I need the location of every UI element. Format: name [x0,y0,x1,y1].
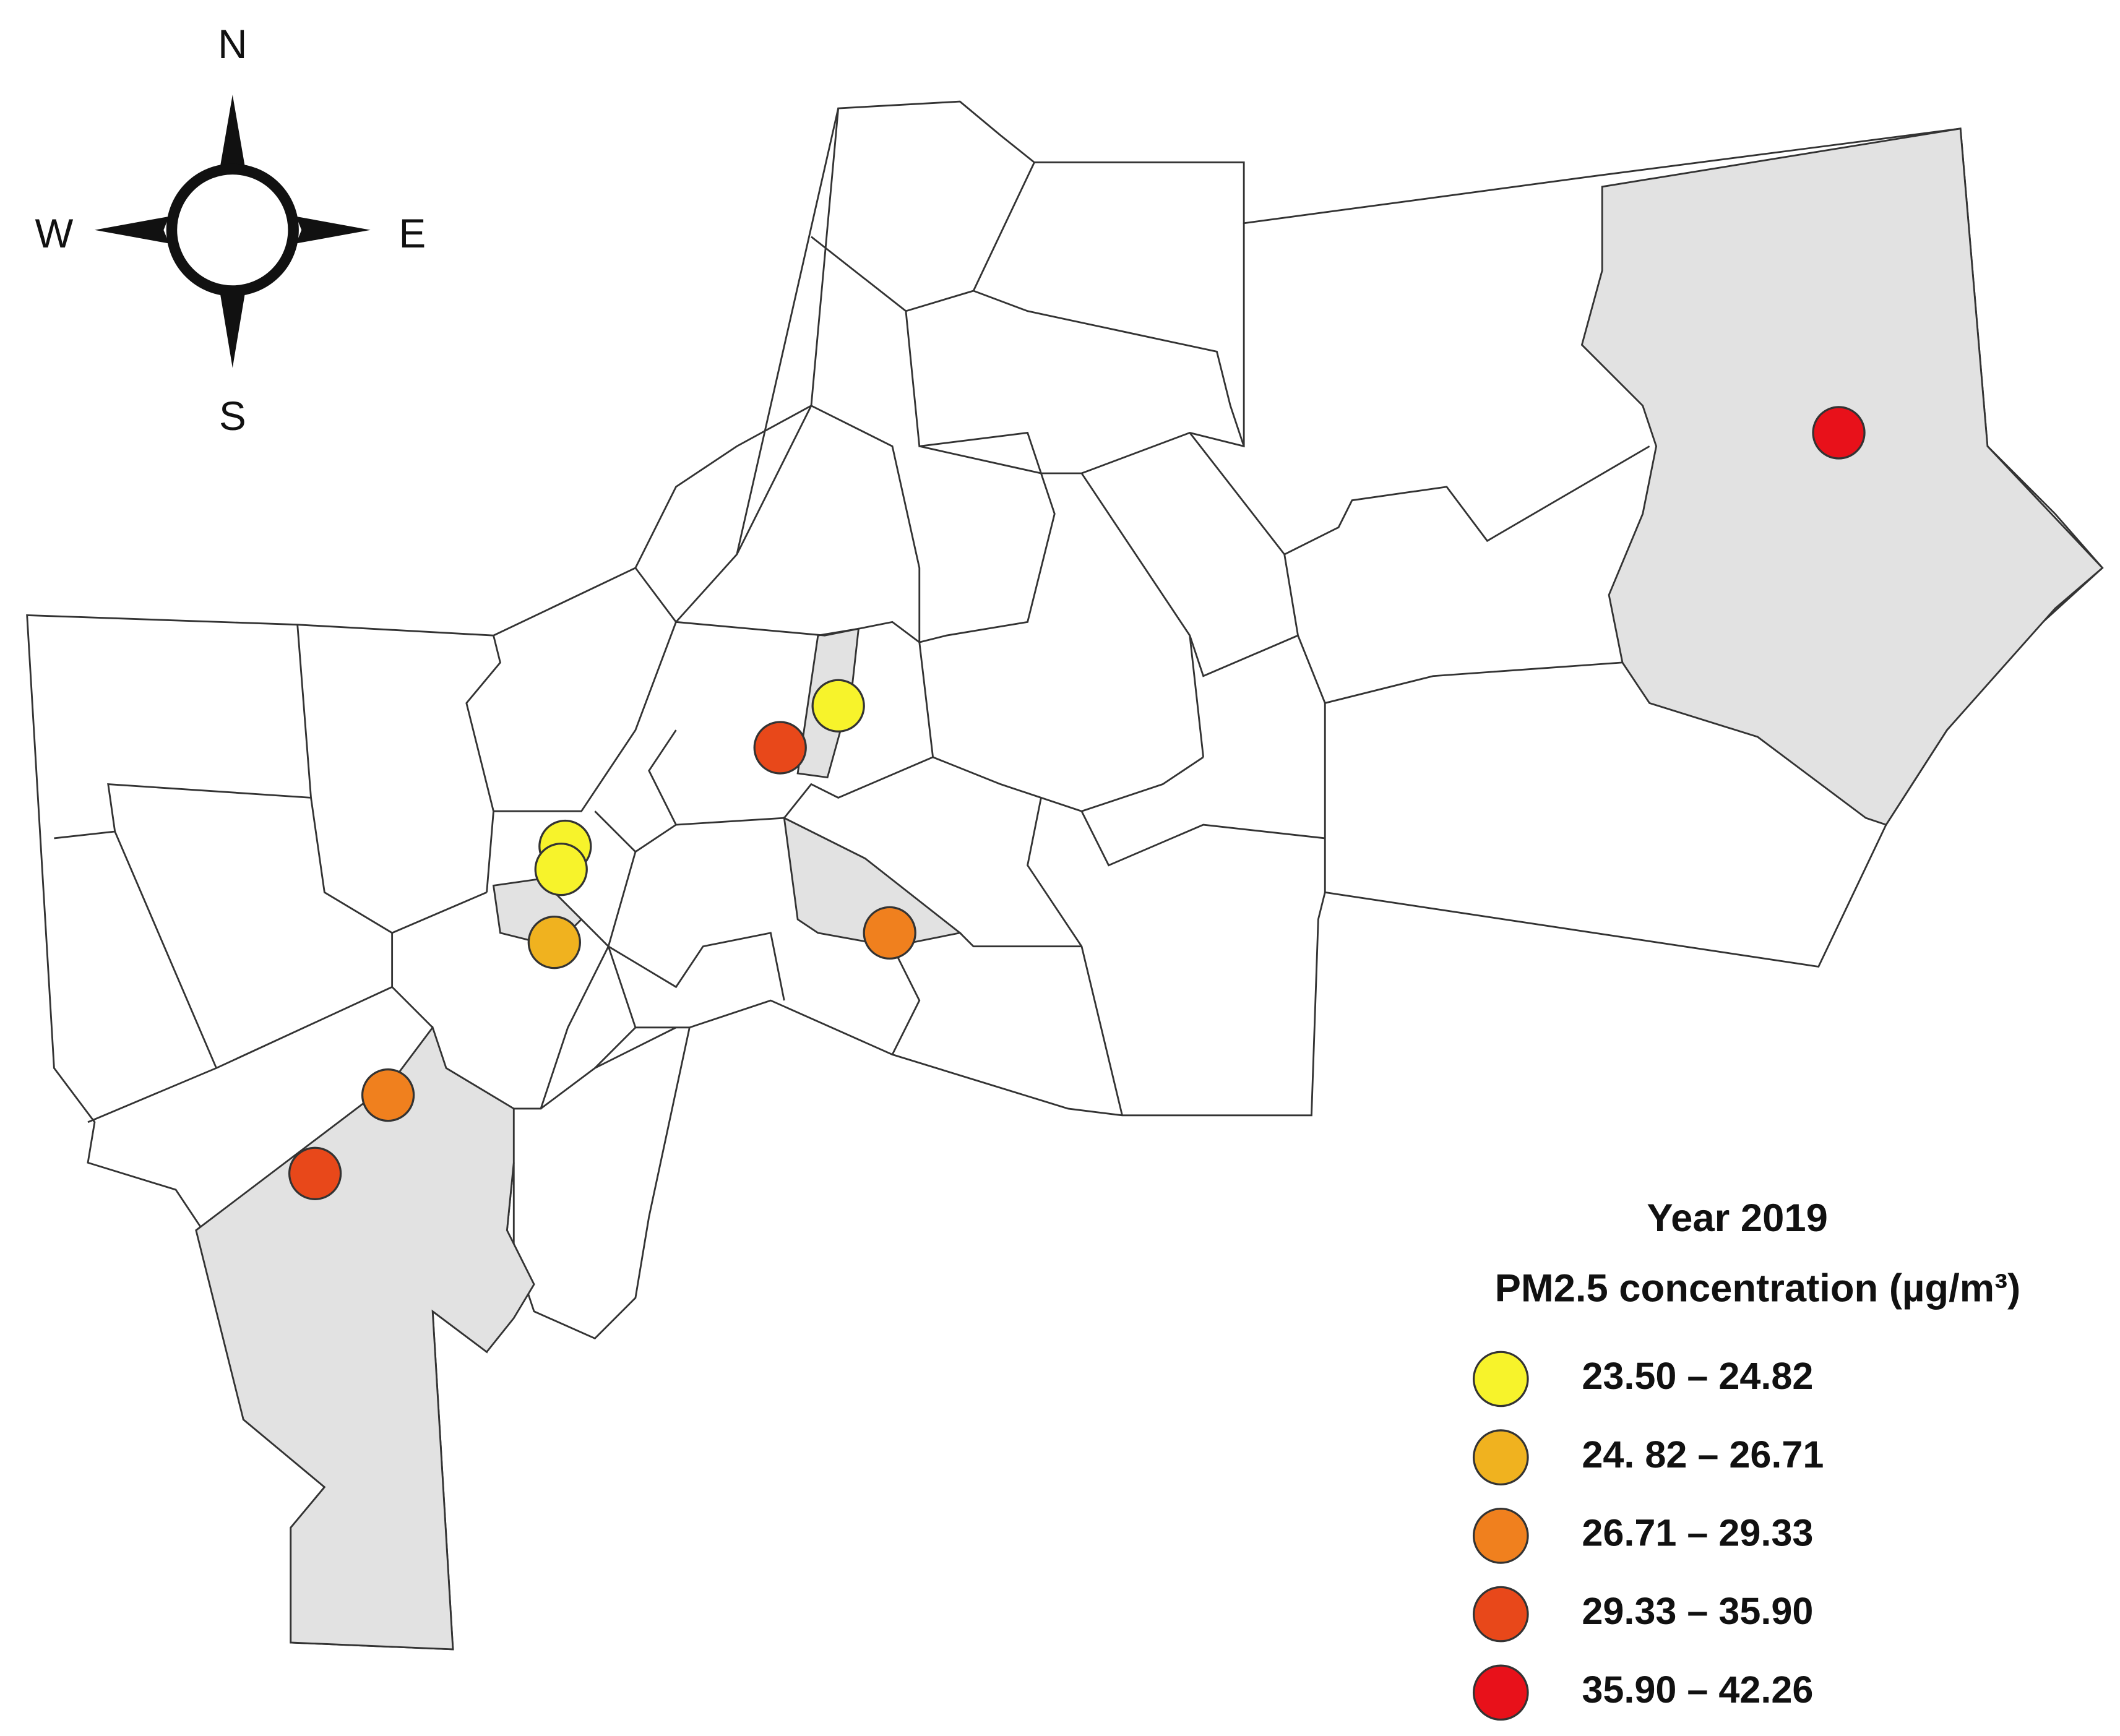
compass-label: N [218,22,247,67]
district-highlight [1580,127,2104,826]
legend-label: 24. 82 – 26.71 [1582,1433,1824,1476]
district-highlight [195,1025,535,1651]
station[interactable] [1812,406,1866,460]
compass-needle [94,216,170,244]
legend-swatch [1472,1429,1529,1485]
districts [26,100,2104,1651]
station[interactable] [527,916,581,969]
compass-ring [166,163,299,296]
station[interactable] [753,721,807,775]
legend-label: 26.71 – 29.33 [1582,1512,1813,1554]
legend-label: 29.33 – 35.90 [1582,1590,1813,1632]
compass-label: S [219,393,246,439]
station[interactable] [811,679,865,733]
compass-needle [296,216,371,244]
monitoring-stations [288,406,1866,1200]
compass: N S W E [35,22,426,439]
compass-needle [218,95,246,173]
legend-title: Year 2019 [1647,1197,1827,1240]
legend-swatch [1472,1586,1529,1643]
compass-label: W [35,211,73,256]
legend-label: 23.50 – 24.82 [1582,1355,1813,1397]
legend-label: 35.90 – 42.26 [1582,1669,1813,1711]
legend-swatch [1472,1508,1529,1564]
legend: Year 2019 PM2.5 concentration (µg/m³) 23… [1472,1197,2021,1721]
station[interactable] [534,843,588,896]
station[interactable] [863,906,916,960]
compass-needle [218,286,246,368]
legend-subtitle: PM2.5 concentration (µg/m³) [1495,1267,2021,1310]
station[interactable] [361,1068,415,1122]
station[interactable] [288,1146,342,1200]
legend-swatch [1472,1664,1529,1721]
district-border [54,108,1650,1124]
legend-swatch [1472,1351,1529,1407]
compass-label: E [399,211,426,256]
